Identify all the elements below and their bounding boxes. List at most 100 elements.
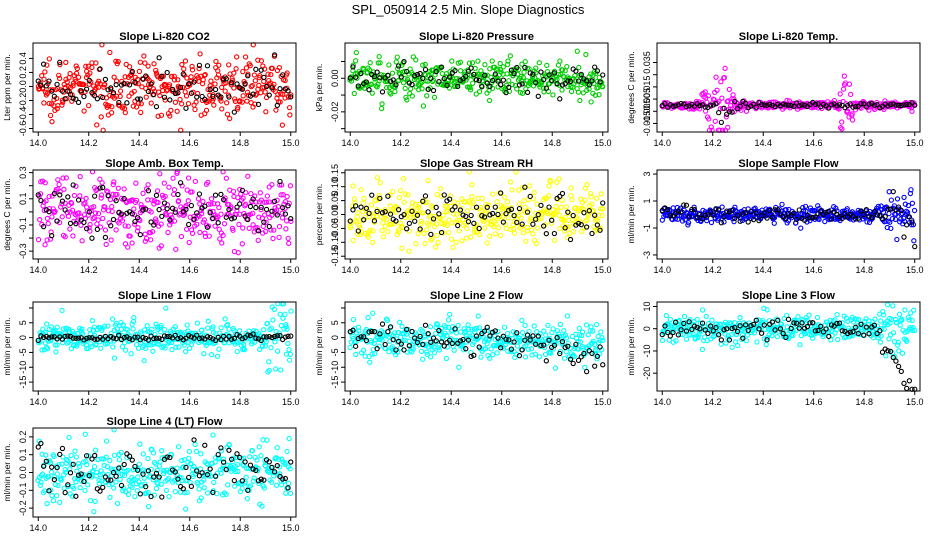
data-point xyxy=(421,357,425,361)
x-tick-label: 14.4 xyxy=(754,138,772,148)
chart-panel: Slope Amb. Box Temp.degrees C per min.-0… xyxy=(0,157,312,292)
data-point xyxy=(243,55,247,59)
data-point xyxy=(83,488,87,492)
data-point xyxy=(501,215,505,219)
data-point xyxy=(368,360,372,364)
data-point xyxy=(212,480,216,484)
x-tick-label: 15.0 xyxy=(594,265,612,275)
data-point xyxy=(444,356,448,360)
data-point-black xyxy=(426,210,430,214)
data-point xyxy=(50,120,54,124)
data-point xyxy=(93,499,97,503)
data-point xyxy=(74,455,78,459)
y-tick-label: 0 xyxy=(642,326,652,331)
data-point-black xyxy=(719,120,723,124)
data-point xyxy=(287,241,291,245)
data-point-black xyxy=(176,192,180,196)
data-point xyxy=(144,95,148,99)
data-point-black xyxy=(264,207,268,211)
data-point xyxy=(146,505,150,509)
data-point xyxy=(193,107,197,111)
data-point xyxy=(155,189,159,193)
data-point xyxy=(286,236,290,240)
data-point xyxy=(354,50,358,54)
x-tick-label: 14.8 xyxy=(543,138,561,148)
data-point xyxy=(532,191,536,195)
x-tick-label: 14.0 xyxy=(29,138,47,148)
data-point-black xyxy=(68,221,72,225)
x-tick-label: 14.4 xyxy=(442,138,460,148)
data-point xyxy=(719,342,723,346)
data-point xyxy=(78,194,82,198)
data-point xyxy=(838,92,842,96)
page-title: SPL_050914 2.5 Min. Slope Diagnostics xyxy=(0,2,936,17)
data-point-black xyxy=(184,106,188,110)
data-point xyxy=(285,194,289,198)
y-tick-label: 0.015 xyxy=(642,76,652,99)
y-tick-label: -0.2 xyxy=(18,93,28,109)
data-point xyxy=(178,97,182,101)
data-point-black xyxy=(162,95,166,99)
data-point xyxy=(60,462,64,466)
data-point xyxy=(73,449,77,453)
data-point xyxy=(269,73,273,77)
data-point xyxy=(86,483,90,487)
data-point-black xyxy=(278,87,282,91)
data-point xyxy=(451,245,455,249)
chart-title: Slope Line 3 Flow xyxy=(742,290,835,302)
data-point xyxy=(498,233,502,237)
data-point xyxy=(458,69,462,73)
data-point xyxy=(560,88,564,92)
data-point xyxy=(162,327,166,331)
data-point xyxy=(142,476,146,480)
data-point xyxy=(589,100,593,104)
data-point xyxy=(429,355,433,359)
data-point xyxy=(408,91,412,95)
data-point xyxy=(184,507,188,511)
data-point xyxy=(109,238,113,242)
data-point xyxy=(423,62,427,66)
data-point xyxy=(465,209,469,213)
data-point xyxy=(366,315,370,319)
data-point xyxy=(58,500,62,504)
x-tick-label: 14.4 xyxy=(130,138,148,148)
data-point xyxy=(179,234,183,238)
data-point-black xyxy=(469,213,473,217)
y-tick-label: -1 xyxy=(642,224,652,232)
data-point-black xyxy=(122,196,126,200)
data-point xyxy=(57,182,61,186)
data-point xyxy=(227,63,231,67)
data-point xyxy=(199,452,203,456)
data-point xyxy=(143,232,147,236)
data-point xyxy=(118,89,122,93)
data-point xyxy=(584,52,588,56)
data-point xyxy=(446,318,450,322)
x-tick-label: 14.6 xyxy=(805,265,823,275)
y-tick-label: 1 xyxy=(642,199,652,204)
data-point xyxy=(575,49,579,53)
data-point xyxy=(487,98,491,102)
data-point-black xyxy=(719,338,723,342)
data-point-black xyxy=(95,97,99,101)
data-point-black xyxy=(197,192,201,196)
data-point xyxy=(720,96,724,100)
data-point xyxy=(378,181,382,185)
y-axis-label: ml/min per min. xyxy=(2,317,12,375)
data-point-black xyxy=(125,101,129,105)
data-point xyxy=(158,172,162,176)
data-point xyxy=(546,323,550,327)
data-point xyxy=(130,241,134,245)
x-tick-label: 15.0 xyxy=(282,265,300,275)
data-point xyxy=(206,319,210,323)
data-point xyxy=(177,345,181,349)
data-point xyxy=(99,346,103,350)
data-point xyxy=(202,486,206,490)
data-point xyxy=(209,353,213,357)
data-point xyxy=(136,475,140,479)
data-point xyxy=(175,109,179,113)
data-point xyxy=(547,184,551,188)
data-point xyxy=(183,59,187,63)
data-point xyxy=(267,360,271,364)
data-point xyxy=(112,486,116,490)
